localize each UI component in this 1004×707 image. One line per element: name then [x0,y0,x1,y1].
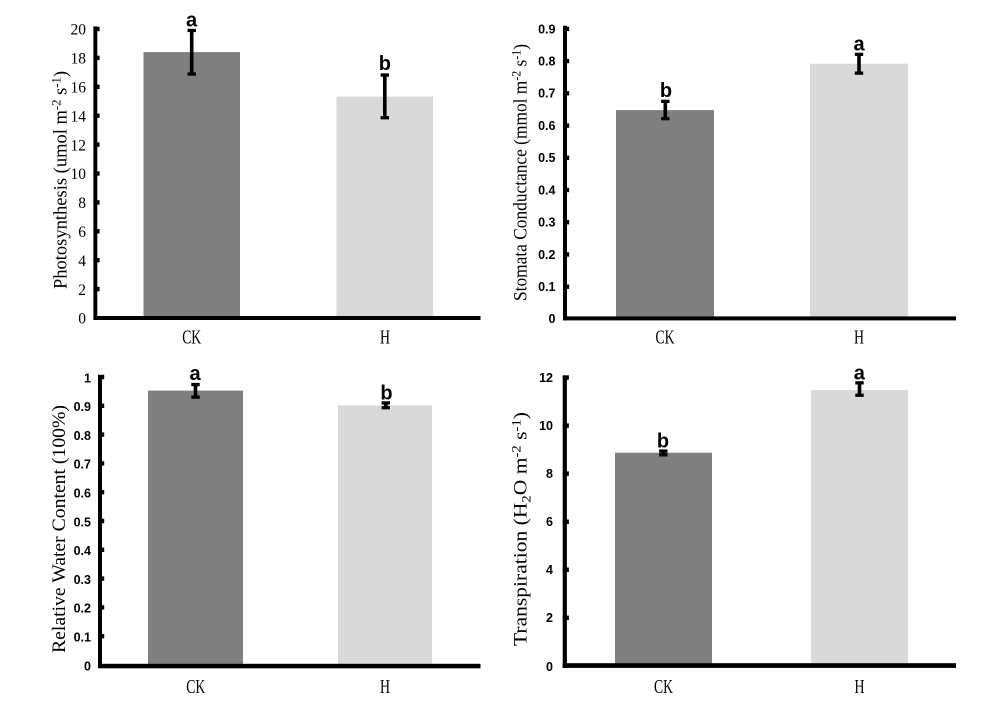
svg-text:b: b [380,382,392,404]
svg-text:0.4: 0.4 [538,183,555,197]
svg-text:0.1: 0.1 [538,280,555,294]
svg-text:H: H [380,676,390,698]
svg-text:0.1: 0.1 [74,631,91,645]
svg-text:0: 0 [546,660,553,674]
svg-text:0.3: 0.3 [74,573,91,587]
svg-text:6: 6 [78,224,86,241]
svg-text:0.5: 0.5 [74,515,91,529]
svg-text:0.5: 0.5 [538,151,555,165]
svg-text:4: 4 [546,563,553,577]
svg-text:0.9: 0.9 [74,400,91,414]
svg-text:18: 18 [71,51,87,68]
svg-text:a: a [854,363,866,385]
svg-text:2: 2 [546,611,553,625]
svg-text:0.7: 0.7 [538,87,555,101]
svg-text:b: b [379,53,391,75]
svg-text:0.2: 0.2 [538,248,555,262]
svg-text:12: 12 [71,137,87,154]
svg-text:14: 14 [71,108,87,125]
svg-text:H: H [854,327,864,349]
svg-text:Photosynthesis (umol m-2 s-1): Photosynthesis (umol m-2 s-1) [49,71,72,289]
svg-text:4: 4 [78,253,86,270]
svg-text:0.7: 0.7 [74,458,91,472]
svg-text:a: a [853,33,865,55]
svg-text:CK: CK [182,327,201,349]
svg-text:8: 8 [78,195,86,212]
svg-text:1: 1 [84,371,91,385]
svg-text:CK: CK [654,676,673,698]
svg-text:CK: CK [186,676,205,698]
svg-text:b: b [660,80,672,102]
svg-text:0.8: 0.8 [74,429,91,443]
svg-text:b: b [657,430,669,452]
svg-text:0.6: 0.6 [74,487,91,501]
svg-text:0: 0 [78,311,86,328]
svg-text:8: 8 [546,467,553,481]
svg-text:0.2: 0.2 [74,602,91,616]
svg-text:16: 16 [71,79,87,96]
svg-text:H: H [380,327,390,349]
svg-text:Stomata Conductance (mmol m-2: Stomata Conductance (mmol m-2 s-1) [509,44,532,301]
svg-text:2: 2 [78,282,86,299]
svg-text:12: 12 [539,371,553,385]
svg-text:Relative Water Content (100%): Relative Water Content (100%) [49,405,70,653]
svg-text:0.3: 0.3 [538,216,555,230]
svg-text:a: a [186,9,198,31]
svg-text:0.4: 0.4 [74,544,91,558]
svg-text:CK: CK [656,327,675,349]
svg-text:0.9: 0.9 [538,22,555,36]
svg-text:0: 0 [84,659,91,673]
svg-text:20: 20 [71,22,87,39]
svg-text:a: a [189,363,201,385]
svg-text:0.8: 0.8 [538,55,555,69]
svg-text:6: 6 [546,515,553,529]
svg-text:10: 10 [539,419,553,433]
svg-text:H: H [855,676,865,698]
svg-text:0: 0 [549,312,556,326]
svg-text:0.6: 0.6 [538,119,555,133]
svg-text:10: 10 [71,166,87,183]
